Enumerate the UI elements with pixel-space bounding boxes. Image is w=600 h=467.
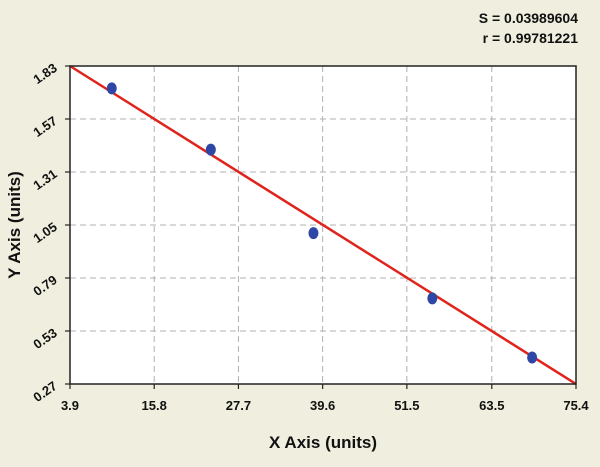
data-point [427,292,438,305]
y-tick-label: 1.83 [30,60,59,87]
r-statistic: r = 0.99781221 [482,30,578,46]
x-axis-ticks: 3.9 15.8 27.7 39.6 51.5 63.5 75.4 [61,384,589,413]
fit-statistics: S = 0.03989604 r = 0.99781221 [479,8,578,48]
y-axis-title: Y Axis (units) [5,171,24,279]
fit-line [69,64,577,386]
x-tick-label: 75.4 [563,398,589,413]
y-tick-label: 1.31 [30,166,59,193]
data-point [106,82,117,95]
data-point [527,351,538,364]
x-tick-label: 27.7 [226,398,251,413]
y-tick-label: 0.79 [30,272,59,299]
x-axis-title: X Axis (units) [269,433,377,452]
x-tick-label: 15.8 [142,398,167,413]
data-point [308,227,319,240]
y-tick-label: 0.53 [30,325,59,352]
fit-line-group [69,64,577,386]
x-tick-label: 51.5 [394,398,419,413]
y-tick-label: 0.27 [30,378,59,405]
s-statistic: S = 0.03989604 [478,10,578,26]
y-tick-label: 1.57 [30,113,59,140]
y-axis-ticks: 0.27 0.53 0.79 1.05 1.31 1.57 1.83 [30,60,70,405]
x-tick-label: 39.6 [310,398,335,413]
data-point [205,143,216,156]
x-tick-label: 63.5 [479,398,504,413]
y-tick-label: 1.05 [30,219,59,246]
data-points [106,82,538,364]
x-tick-label: 3.9 [61,398,79,413]
